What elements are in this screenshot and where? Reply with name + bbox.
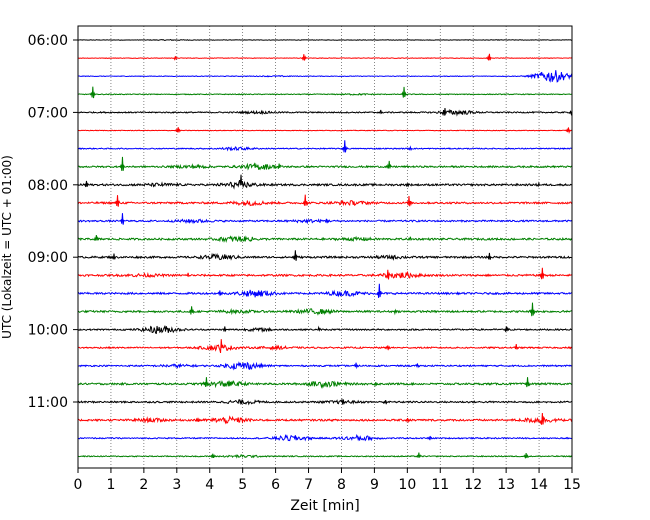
x-tick-label: 3 [172, 477, 181, 493]
seismogram-trace [77, 213, 573, 225]
x-tick-label: 0 [74, 477, 83, 493]
traces-layer [77, 39, 573, 459]
seismogram-trace [77, 413, 573, 425]
seismogram-trace [77, 283, 573, 298]
x-tick-label: 4 [205, 477, 214, 493]
seismogram-trace [77, 250, 573, 261]
x-tick-label: 13 [497, 477, 515, 493]
x-tick-label: 12 [464, 477, 482, 493]
y-tick-label: 07:00 [28, 105, 68, 121]
seismogram-trace [77, 397, 573, 406]
seismogram-trace [77, 194, 573, 207]
y-tick-label: 09:00 [28, 250, 68, 266]
seismogram-trace [77, 452, 573, 459]
x-tick-label: 1 [106, 477, 115, 493]
seismogram-trace [77, 377, 573, 389]
x-tick-label: 8 [337, 477, 346, 493]
y-tick-label: 11:00 [28, 395, 68, 411]
seismogram-trace [77, 140, 573, 153]
y-tick-label: 10:00 [28, 323, 68, 339]
seismogram-trace [77, 39, 573, 42]
y-axis-label: UTC (Lokalzeit = UTC + 01:00) [0, 155, 14, 339]
x-tick-label: 14 [530, 477, 548, 493]
seismogram-trace [77, 174, 573, 190]
seismogram-trace [77, 361, 573, 371]
seismogram-trace [77, 324, 573, 335]
x-tick-label: 5 [238, 477, 247, 493]
seismogram-trace [77, 70, 573, 83]
seismogram-trace [77, 53, 573, 61]
x-tick-label: 9 [370, 477, 379, 493]
seismogram-trace [77, 127, 573, 135]
plot-frame [77, 25, 573, 469]
y-tick-label: 06:00 [28, 33, 68, 49]
seismogram-trace [77, 235, 573, 244]
seismogram-trace [77, 86, 573, 99]
y-tick-label: 08:00 [28, 178, 68, 194]
seismogram-trace [77, 267, 573, 280]
seismogram-trace [77, 156, 573, 171]
seismogram-trace [77, 107, 573, 117]
x-tick-label: 6 [271, 477, 280, 493]
seismogram-trace [77, 302, 573, 317]
x-tick-label: 7 [304, 477, 313, 493]
x-tick-label: 11 [431, 477, 449, 493]
x-tick-label: 15 [563, 477, 581, 493]
x-tick-label: 2 [139, 477, 148, 493]
x-ticks: 0 1 2 3 4 5 6 7 8 9 10 11 12 13 14 15 [74, 468, 581, 493]
seismogram-trace [77, 339, 573, 354]
x-axis-label: Zeit [min] [290, 498, 359, 514]
seismogram-trace [77, 433, 573, 442]
y-ticks: 06:00 07:00 08:00 09:00 10:00 11:00 [28, 33, 78, 411]
x-tick-label: 10 [398, 477, 416, 493]
